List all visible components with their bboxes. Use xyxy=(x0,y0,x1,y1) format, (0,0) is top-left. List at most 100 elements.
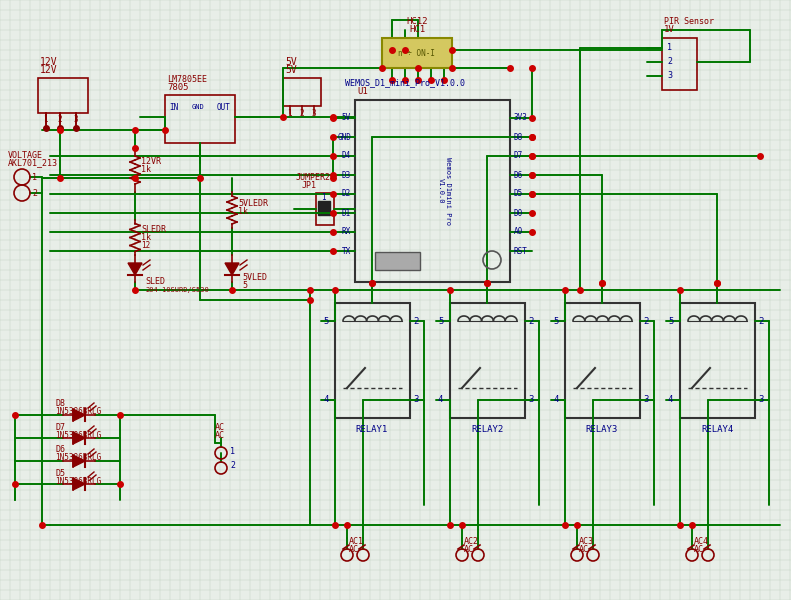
Text: 1N5386BRLG: 1N5386BRLG xyxy=(55,476,101,485)
Text: D7: D7 xyxy=(514,151,524,160)
Bar xyxy=(382,38,452,68)
Text: AC: AC xyxy=(694,545,704,554)
Text: 12V: 12V xyxy=(40,65,58,75)
Bar xyxy=(450,303,525,418)
Text: 4: 4 xyxy=(438,395,444,404)
Text: SLEDR: SLEDR xyxy=(141,226,166,235)
Text: 3: 3 xyxy=(311,109,316,118)
Text: LM7805EE: LM7805EE xyxy=(167,74,207,83)
Text: 1k: 1k xyxy=(238,206,248,215)
Text: RELAY2: RELAY2 xyxy=(471,425,503,434)
Text: RX: RX xyxy=(342,227,351,236)
Text: 3: 3 xyxy=(667,71,672,80)
Bar xyxy=(318,201,330,215)
Polygon shape xyxy=(73,432,85,444)
Bar xyxy=(565,303,640,418)
Text: 4: 4 xyxy=(668,395,673,404)
Text: D4: D4 xyxy=(342,151,351,160)
Text: 5V: 5V xyxy=(342,113,351,122)
Text: GND: GND xyxy=(337,133,351,142)
Text: 5V: 5V xyxy=(285,65,297,75)
Text: AC: AC xyxy=(215,422,225,431)
Text: 5VLEDR: 5VLEDR xyxy=(238,199,268,208)
Text: RELAY3: RELAY3 xyxy=(586,425,618,434)
Text: VOLTAGE: VOLTAGE xyxy=(8,151,43,160)
Text: 5: 5 xyxy=(553,317,558,325)
Bar xyxy=(283,78,321,106)
Text: 2: 2 xyxy=(413,317,418,325)
Text: AC3: AC3 xyxy=(579,538,594,547)
Text: 2: 2 xyxy=(667,58,672,67)
Text: D5: D5 xyxy=(55,469,65,478)
Text: GND: GND xyxy=(192,104,205,110)
Text: 4: 4 xyxy=(323,395,328,404)
Polygon shape xyxy=(73,478,85,490)
Text: Wemos D1mini Pro
V1.0.0: Wemos D1mini Pro V1.0.0 xyxy=(437,157,451,225)
Text: AC2: AC2 xyxy=(464,538,479,547)
Text: AC1: AC1 xyxy=(349,538,364,547)
Text: n ÷ ON-I: n ÷ ON-I xyxy=(399,49,436,58)
Text: 3V3: 3V3 xyxy=(514,113,528,122)
Text: D6: D6 xyxy=(514,170,524,179)
Text: JUMPER2: JUMPER2 xyxy=(296,173,331,181)
Text: AC4: AC4 xyxy=(694,538,709,547)
Text: 1: 1 xyxy=(667,43,672,52)
Text: 2: 2 xyxy=(299,109,304,118)
Polygon shape xyxy=(73,409,85,421)
Polygon shape xyxy=(225,263,239,275)
Text: 2: 2 xyxy=(32,188,37,197)
Text: JP1: JP1 xyxy=(302,181,317,190)
Text: 5: 5 xyxy=(242,280,247,289)
Text: 3: 3 xyxy=(413,395,418,404)
Text: D8: D8 xyxy=(55,400,65,409)
Text: AC: AC xyxy=(349,545,359,554)
Text: 2: 2 xyxy=(57,115,62,124)
Text: 12V: 12V xyxy=(40,57,58,67)
Bar xyxy=(355,100,510,282)
Text: D2: D2 xyxy=(342,190,351,199)
Text: 5: 5 xyxy=(668,317,673,325)
Text: 2: 2 xyxy=(643,317,649,325)
Text: D8: D8 xyxy=(514,133,524,142)
Text: 1: 1 xyxy=(321,193,326,202)
Text: 3: 3 xyxy=(758,395,763,404)
Text: 5V: 5V xyxy=(285,57,297,67)
Text: HC1: HC1 xyxy=(409,25,425,34)
Text: 1k: 1k xyxy=(141,233,151,242)
Bar xyxy=(375,252,420,270)
Text: 4: 4 xyxy=(553,395,558,404)
Text: 2: 2 xyxy=(230,461,235,470)
Text: 1k: 1k xyxy=(141,166,151,175)
Text: RELAY4: RELAY4 xyxy=(701,425,733,434)
Text: 5: 5 xyxy=(438,317,444,325)
Text: AC: AC xyxy=(579,545,589,554)
Text: 2: 2 xyxy=(758,317,763,325)
Text: 3: 3 xyxy=(528,395,533,404)
Text: 7805: 7805 xyxy=(167,82,188,91)
Text: TX: TX xyxy=(342,247,351,256)
Text: A0: A0 xyxy=(514,227,524,236)
Text: 5VLED: 5VLED xyxy=(242,272,267,281)
Text: 1: 1 xyxy=(43,115,47,124)
Polygon shape xyxy=(73,455,85,467)
Text: 1: 1 xyxy=(287,109,292,118)
Text: D7: D7 xyxy=(55,422,65,431)
Text: D3: D3 xyxy=(342,170,351,179)
Bar xyxy=(165,95,235,143)
Bar xyxy=(316,193,334,225)
Text: D5: D5 xyxy=(514,190,524,199)
Text: AC: AC xyxy=(464,545,474,554)
Text: D6: D6 xyxy=(55,445,65,455)
Bar xyxy=(38,78,88,113)
Text: U1: U1 xyxy=(357,88,368,97)
Text: 12VR: 12VR xyxy=(141,157,161,166)
Text: 204-10SURD/S530: 204-10SURD/S530 xyxy=(145,287,209,293)
Text: 5: 5 xyxy=(323,317,328,325)
Text: RELAY1: RELAY1 xyxy=(356,425,388,434)
Text: RST: RST xyxy=(514,247,528,256)
Text: 3: 3 xyxy=(643,395,649,404)
Text: HC12: HC12 xyxy=(407,17,428,26)
Text: 12: 12 xyxy=(141,241,150,251)
Text: D0: D0 xyxy=(514,208,524,217)
Text: WEMOS_D1_mini_Pro_V1.0.0: WEMOS_D1_mini_Pro_V1.0.0 xyxy=(345,79,465,88)
